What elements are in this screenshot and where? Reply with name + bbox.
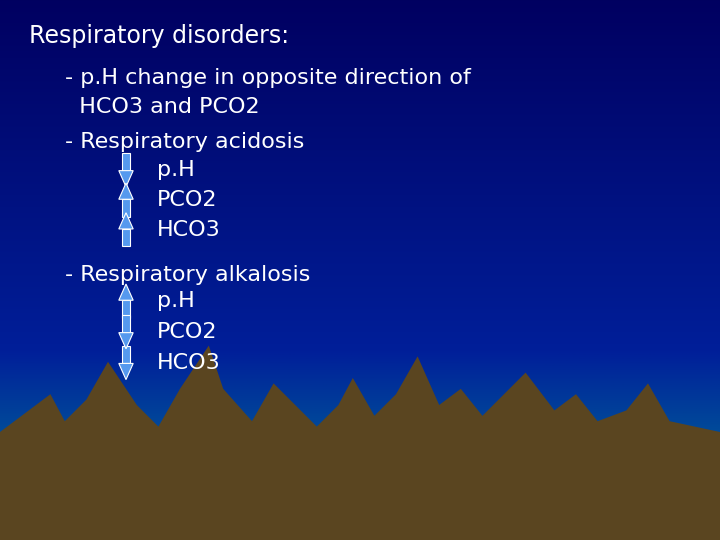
- Polygon shape: [119, 333, 133, 349]
- Bar: [122, 315, 130, 333]
- Polygon shape: [0, 346, 720, 540]
- Bar: [122, 153, 130, 171]
- Text: p.H: p.H: [157, 291, 194, 311]
- Text: PCO2: PCO2: [157, 322, 217, 342]
- Text: PCO2: PCO2: [157, 190, 217, 210]
- Bar: [122, 346, 130, 363]
- Text: - Respiratory acidosis: - Respiratory acidosis: [65, 132, 304, 152]
- Text: - Respiratory alkalosis: - Respiratory alkalosis: [65, 265, 310, 285]
- Text: HCO3 and PCO2: HCO3 and PCO2: [65, 97, 259, 117]
- Bar: [122, 229, 130, 246]
- Polygon shape: [119, 183, 133, 199]
- Bar: [122, 199, 130, 217]
- Text: HCO3: HCO3: [157, 219, 221, 240]
- Bar: [122, 300, 130, 318]
- Text: Respiratory disorders:: Respiratory disorders:: [29, 24, 289, 48]
- Text: p.H: p.H: [157, 160, 194, 180]
- Polygon shape: [119, 284, 133, 300]
- Polygon shape: [119, 213, 133, 229]
- Polygon shape: [119, 363, 133, 380]
- Text: - p.H change in opposite direction of: - p.H change in opposite direction of: [65, 68, 471, 87]
- Text: HCO3: HCO3: [157, 353, 221, 373]
- Polygon shape: [562, 432, 720, 540]
- Polygon shape: [119, 171, 133, 187]
